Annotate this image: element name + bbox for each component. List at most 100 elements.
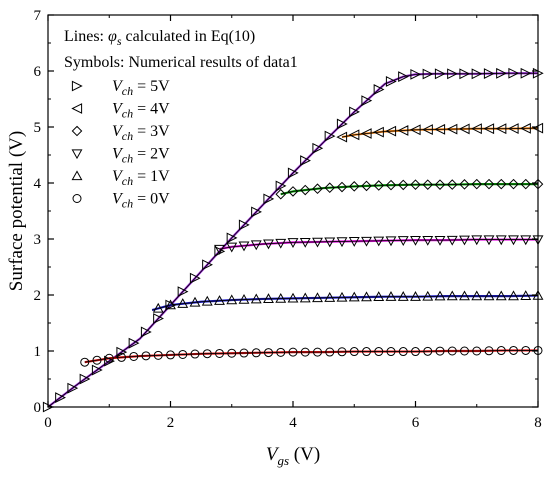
series-model-line-vch-5 [47, 72, 538, 408]
data-point-vch-0 [141, 351, 151, 361]
legend-entry-vch-5: Vch = 5V [112, 78, 170, 98]
data-point-vch-5 [251, 206, 262, 218]
data-point-vch-3 [373, 180, 385, 191]
data-point-vch-3 [459, 179, 470, 190]
data-point-vch-5 [336, 118, 348, 130]
data-point-vch-3 [471, 178, 483, 190]
legend-entry-value: = 5V [133, 78, 170, 95]
data-point-vch-1 [238, 293, 250, 304]
data-point-vch-2 [324, 237, 336, 248]
data-point-vch-0 [460, 346, 469, 356]
data-point-vch-0 [117, 352, 126, 362]
legend-entry-symbol: V [112, 146, 124, 163]
data-point-vch-2 [483, 235, 495, 246]
data-point-vch-4 [397, 125, 409, 136]
data-point-vch-2 [446, 235, 458, 246]
data-point-vch-2 [361, 236, 372, 247]
data-point-vch-0 [251, 348, 261, 358]
data-point-vch-3 [446, 179, 458, 190]
data-point-vch-2 [495, 235, 507, 246]
data-point-vch-5 [361, 95, 373, 107]
data-point-vch-5 [434, 68, 446, 80]
data-point-vch-5 [520, 67, 532, 79]
legend-entry-sub: ch [122, 152, 133, 166]
data-point-vch-0 [264, 348, 273, 358]
data-point-vch-1 [520, 290, 532, 300]
data-point-vch-5 [349, 106, 360, 118]
data-point-vch-5 [422, 68, 434, 80]
legend-entry-symbol: V [112, 191, 124, 208]
data-point-vch-0 [104, 353, 114, 363]
data-point-vch-5 [238, 219, 250, 231]
data-point-vch-1 [385, 291, 397, 301]
data-point-vch-1 [410, 291, 421, 301]
data-point-vch-2 [508, 235, 519, 246]
data-point-vch-4 [520, 122, 531, 134]
data-point-vch-3 [508, 178, 519, 190]
data-point-vch-1 [508, 290, 519, 301]
data-point-vch-0 [300, 347, 310, 357]
legend-lines-note: Lines: φs calculated in Eq(10) [64, 28, 255, 48]
data-point-vch-0 [374, 347, 384, 357]
data-point-vch-0 [166, 350, 175, 360]
x-tick-label: 6 [412, 415, 420, 431]
legend-lines-prefix: Lines: [64, 28, 108, 45]
axis-ticks: 0 2 4 6 8 0 1 2 3 4 5 6 7 [34, 8, 542, 431]
data-point-vch-1 [263, 293, 274, 303]
legend-lines-suffix: calculated in Eq(10) [122, 28, 256, 45]
data-point-vch-5 [300, 155, 311, 167]
data-point-vch-2 [520, 235, 532, 246]
data-point-vch-3 [495, 178, 507, 190]
legend-entry-value: = 3V [133, 123, 170, 140]
data-point-vch-2 [434, 235, 446, 246]
data-point-vch-2 [348, 237, 360, 247]
data-point-vch-5 [91, 364, 103, 376]
legend-entry-sub: ch [122, 129, 133, 143]
y-tick-label: 1 [34, 344, 42, 360]
data-point-vch-2 [459, 235, 470, 246]
data-point-vch-2 [336, 237, 348, 248]
y-axis-title: Surface potential (V) [6, 131, 27, 291]
data-point-vch-5 [165, 299, 177, 311]
legend-phi-sub: s [117, 34, 122, 48]
data-point-vch-0 [276, 347, 286, 357]
data-point-vch-1 [348, 291, 360, 302]
data-point-vch-3 [434, 179, 446, 190]
data-point-vch-1 [336, 291, 348, 302]
data-point-vch-2 [373, 236, 385, 247]
data-point-vch-3 [348, 181, 360, 192]
data-point-vch-3 [336, 181, 348, 193]
legend-entry-value: = 2V [133, 146, 170, 163]
data-point-vch-0 [496, 346, 506, 356]
legend-entry-symbol: V [112, 101, 124, 118]
data-point-vch-3 [312, 183, 323, 195]
data-point-vch-1 [201, 295, 213, 306]
data-point-vch-2 [226, 242, 238, 253]
data-point-vch-3 [397, 179, 409, 191]
y-tick-label: 5 [34, 120, 42, 136]
legend-symbols-note: Symbols: Numerical results of data1 [64, 54, 298, 71]
data-point-vch-1 [459, 290, 470, 301]
data-point-vch-3 [410, 179, 421, 190]
data-point-vch-1 [483, 290, 495, 301]
data-point-vch-0 [423, 346, 433, 356]
data-point-vch-0 [80, 357, 90, 367]
legend-entry-sub: ch [122, 107, 133, 121]
data-point-vch-5 [189, 272, 201, 284]
data-point-vch-0 [521, 345, 531, 355]
data-point-vch-1 [446, 290, 458, 301]
legend-entry-vch-1: Vch = 1V [112, 168, 170, 188]
legend-marker-vch-4 [71, 103, 83, 114]
data-point-vch-5 [275, 180, 287, 192]
x-tick-label: 2 [167, 415, 175, 431]
data-point-vch-1 [287, 292, 299, 303]
data-point-vch-5 [128, 337, 140, 349]
data-point-vch-0 [288, 347, 298, 357]
data-point-vch-5 [263, 193, 275, 205]
data-point-vch-4 [336, 131, 348, 143]
data-point-vch-2 [263, 239, 274, 250]
x-axis-title-sub: gs [277, 453, 289, 468]
legend-entry-sub: ch [122, 84, 133, 98]
data-point-vch-0 [227, 348, 237, 358]
